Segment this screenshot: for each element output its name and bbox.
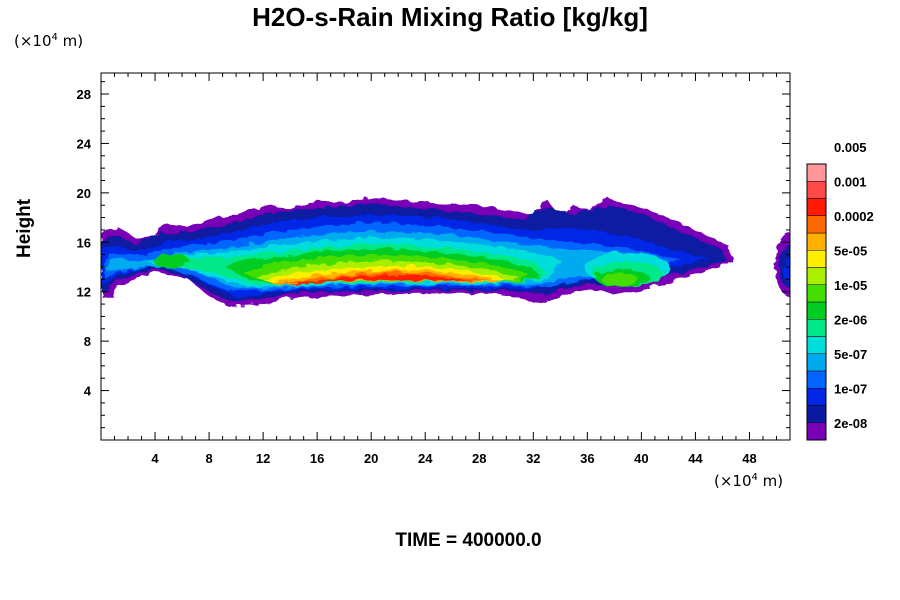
x-tick-label: 44 — [688, 451, 703, 466]
colorbar-label: 5e-05 — [834, 243, 867, 258]
colorbar: 2e-08 1e-07 5e-07 2e-06 1e-05 5e-05 0.0002 0.00… — [807, 140, 874, 440]
colorbar-label: 1e-05 — [834, 278, 867, 293]
x-tick-label: 48 — [742, 451, 756, 466]
colorbar-swatch — [807, 164, 826, 181]
colorbar-label: 1e-07 — [834, 381, 867, 396]
y-tick-label: 28 — [77, 87, 91, 102]
colorbar-swatch — [807, 423, 826, 440]
colorbar-swatch — [807, 268, 826, 285]
colorbar-label: 2e-06 — [834, 312, 867, 327]
colorbar-label: 0.005 — [834, 140, 867, 155]
x-tick-label: 8 — [205, 451, 212, 466]
y-tick-label: 12 — [77, 285, 91, 300]
colorbar-label: 0.0002 — [834, 209, 874, 224]
y-tick-label: 16 — [77, 235, 91, 250]
colorbar-label: 2e-08 — [834, 416, 867, 431]
colorbar-swatch — [807, 388, 826, 405]
x-tick-label: 4 — [151, 451, 159, 466]
colorbar-swatch — [807, 371, 826, 388]
colorbar-swatch — [807, 337, 826, 354]
x-tick-label: 20 — [364, 451, 378, 466]
colorbar-swatch — [807, 319, 826, 336]
y-tick-label: 8 — [84, 334, 91, 349]
x-tick-label: 36 — [580, 451, 594, 466]
colorbar-swatch — [807, 199, 826, 216]
y-tick-label: 24 — [77, 136, 92, 151]
contour-band — [601, 273, 639, 285]
colorbar-swatch — [807, 406, 826, 423]
colorbar-label: 0.001 — [834, 174, 867, 189]
x-tick-label: 24 — [418, 451, 433, 466]
x-tick-label: 40 — [634, 451, 648, 466]
y-tick-label: 4 — [84, 384, 92, 399]
colorbar-label: 5e-07 — [834, 347, 867, 362]
colorbar-swatch — [807, 216, 826, 233]
colorbar-swatch — [807, 302, 826, 319]
colorbar-swatch — [807, 285, 826, 302]
colorbar-swatch — [807, 250, 826, 267]
contour-plot: 4 8 12 16 20 24 28 32 36 40 44 48481216202428 2e-08… — [0, 0, 900, 600]
colorbar-swatch — [807, 354, 826, 371]
x-tick-label: 32 — [526, 451, 540, 466]
x-tick-label: 28 — [472, 451, 486, 466]
colorbar-swatch — [807, 233, 826, 250]
x-tick-label: 12 — [256, 451, 270, 466]
colorbar-swatch — [807, 181, 826, 198]
contour-band — [154, 253, 189, 268]
y-tick-label: 20 — [77, 186, 91, 201]
x-tick-label: 16 — [310, 451, 324, 466]
